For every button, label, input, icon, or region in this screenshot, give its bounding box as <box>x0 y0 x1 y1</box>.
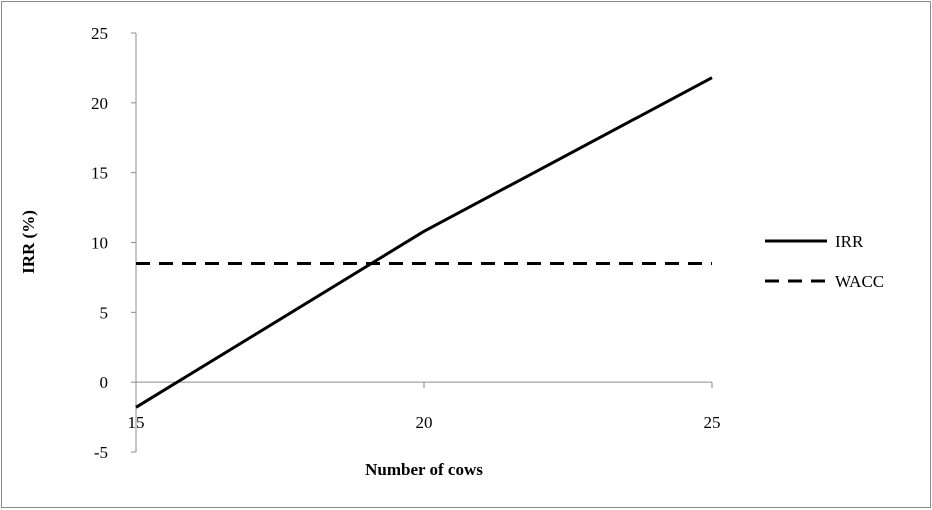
legend-label-wacc: WACC <box>835 272 884 291</box>
y-axis-title: IRR (%) <box>19 210 38 274</box>
legend: IRR WACC <box>765 232 884 291</box>
y-tick-label: 10 <box>91 234 108 253</box>
y-tick-label: -5 <box>94 443 108 462</box>
y-tick-label: 25 <box>91 24 108 43</box>
y-tick-label: 5 <box>100 303 109 322</box>
x-tick-label: 25 <box>704 413 721 432</box>
x-axis: 15 20 25 <box>128 381 721 432</box>
y-tick-label: 20 <box>91 94 108 113</box>
legend-label-irr: IRR <box>835 232 864 251</box>
series-line-irr <box>135 76 713 409</box>
y-axis: -5 0 5 10 15 20 25 <box>91 24 137 462</box>
x-axis-title: Number of cows <box>365 460 483 479</box>
x-tick-label: 15 <box>128 413 145 432</box>
y-tick-label: 0 <box>100 373 109 392</box>
series-layer <box>135 76 713 409</box>
y-tick-label: 15 <box>91 164 108 183</box>
x-tick-label: 20 <box>416 413 433 432</box>
